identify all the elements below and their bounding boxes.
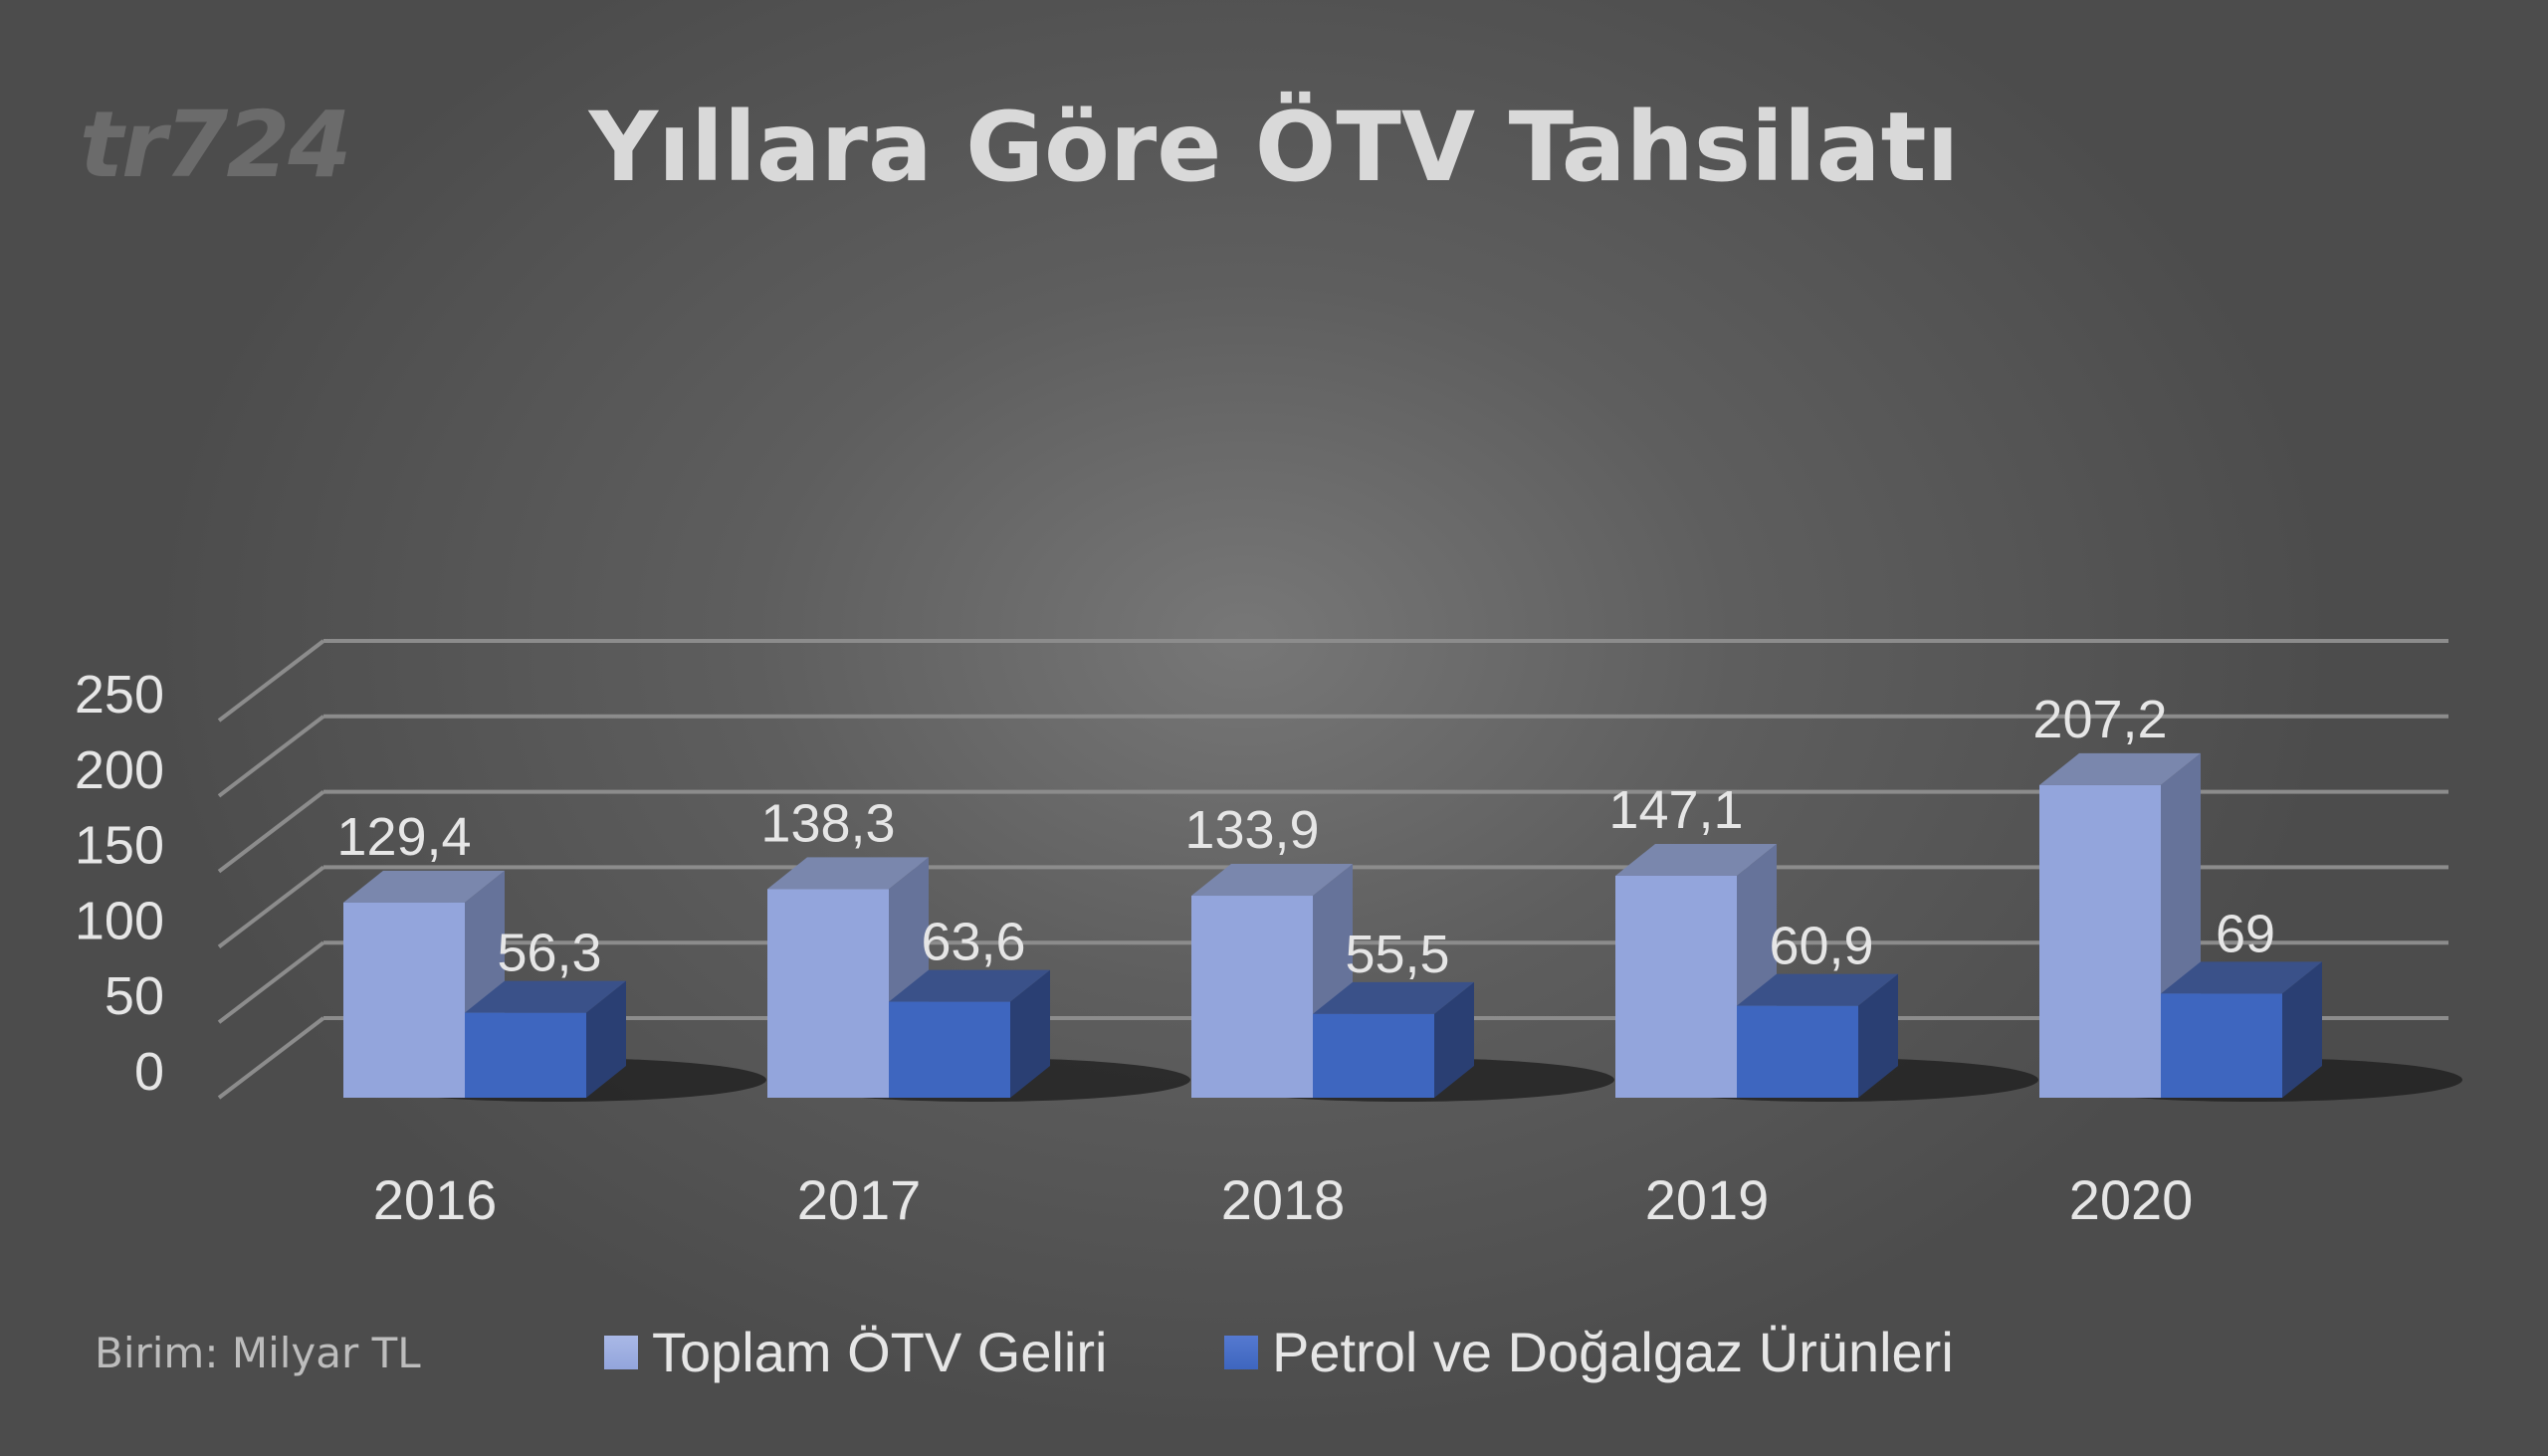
bar bbox=[1313, 1013, 1434, 1098]
bar-side bbox=[1434, 981, 1474, 1098]
bar bbox=[767, 889, 889, 1098]
bar-side bbox=[2282, 961, 2322, 1098]
x-tick-label: 2018 bbox=[1221, 1168, 1346, 1231]
bar-side bbox=[1010, 969, 1050, 1098]
gridline-diagonal bbox=[217, 1016, 325, 1100]
unit-label: Birim: Milyar TL bbox=[95, 1329, 421, 1377]
bar bbox=[465, 1012, 586, 1098]
bar bbox=[343, 902, 465, 1098]
bar bbox=[1191, 896, 1313, 1098]
gridline-diagonal bbox=[217, 865, 325, 948]
data-label: 129,4 bbox=[336, 807, 471, 867]
bars bbox=[343, 752, 2462, 1102]
legend-item-toplam: Toplam ÖTV Geliri bbox=[604, 1320, 1107, 1384]
y-tick-label: 50 bbox=[105, 966, 164, 1026]
bar bbox=[2161, 993, 2282, 1098]
data-label: 207,2 bbox=[2032, 690, 2167, 749]
bar bbox=[1615, 875, 1737, 1098]
data-label: 138,3 bbox=[760, 793, 895, 853]
y-axis: 0 50 100 150 200 250 bbox=[75, 665, 164, 1102]
data-label: 60,9 bbox=[1769, 917, 1873, 976]
data-labels: 129,4 56,3 138,3 63,6 133,9 55,5 147,1 60,9 207,… bbox=[336, 690, 2275, 984]
bar-top bbox=[1737, 973, 1898, 1006]
data-label: 55,5 bbox=[1345, 925, 1449, 984]
data-label: 147,1 bbox=[1608, 780, 1743, 840]
gridline-diagonal bbox=[217, 790, 325, 874]
legend-label-toplam: Toplam ÖTV Geliri bbox=[652, 1321, 1108, 1383]
bar-top bbox=[2039, 752, 2201, 785]
x-axis: 2016 2017 2018 2019 2020 bbox=[373, 1168, 2194, 1231]
x-tick-label: 2016 bbox=[373, 1168, 498, 1231]
x-tick-label: 2020 bbox=[2069, 1168, 2194, 1231]
bar bbox=[2039, 784, 2161, 1098]
data-label: 133,9 bbox=[1184, 800, 1319, 860]
gridline-diagonal bbox=[217, 715, 325, 798]
legend-swatch-toplam bbox=[604, 1335, 638, 1369]
data-label: 56,3 bbox=[497, 924, 601, 983]
bar bbox=[1737, 1005, 1858, 1098]
y-tick-label: 150 bbox=[75, 816, 164, 876]
bar-top bbox=[1191, 864, 1353, 897]
y-tick-label: 250 bbox=[75, 665, 164, 725]
y-tick-label: 200 bbox=[75, 740, 164, 800]
legend-item-petrol: Petrol ve Doğalgaz Ürünleri bbox=[1224, 1320, 1954, 1384]
bar-top bbox=[2161, 961, 2322, 994]
legend-label-petrol: Petrol ve Doğalgaz Ürünleri bbox=[1272, 1321, 1954, 1383]
data-label: 63,6 bbox=[921, 913, 1025, 972]
x-tick-label: 2019 bbox=[1645, 1168, 1770, 1231]
bar-side bbox=[1858, 973, 1898, 1098]
gridline-diagonal bbox=[217, 639, 325, 723]
y-tick-label: 100 bbox=[75, 891, 164, 950]
y-tick-label: 0 bbox=[134, 1042, 164, 1102]
bar-top bbox=[1615, 843, 1777, 876]
data-label: 69 bbox=[2216, 904, 2275, 963]
bar bbox=[889, 1001, 1010, 1098]
bar-top bbox=[1313, 981, 1474, 1014]
legend-swatch-petrol bbox=[1224, 1335, 1258, 1369]
bar-side bbox=[586, 980, 626, 1098]
gridline-diagonal bbox=[217, 940, 325, 1024]
bar-top bbox=[465, 980, 626, 1013]
watermark-logo: tr724 bbox=[80, 92, 351, 198]
chart-title: Yıllara Göre ÖTV Tahsilatı bbox=[588, 92, 1960, 203]
bar-top bbox=[767, 857, 929, 890]
bar-top bbox=[343, 870, 505, 903]
bar-top bbox=[889, 969, 1050, 1002]
x-tick-label: 2017 bbox=[797, 1168, 922, 1231]
